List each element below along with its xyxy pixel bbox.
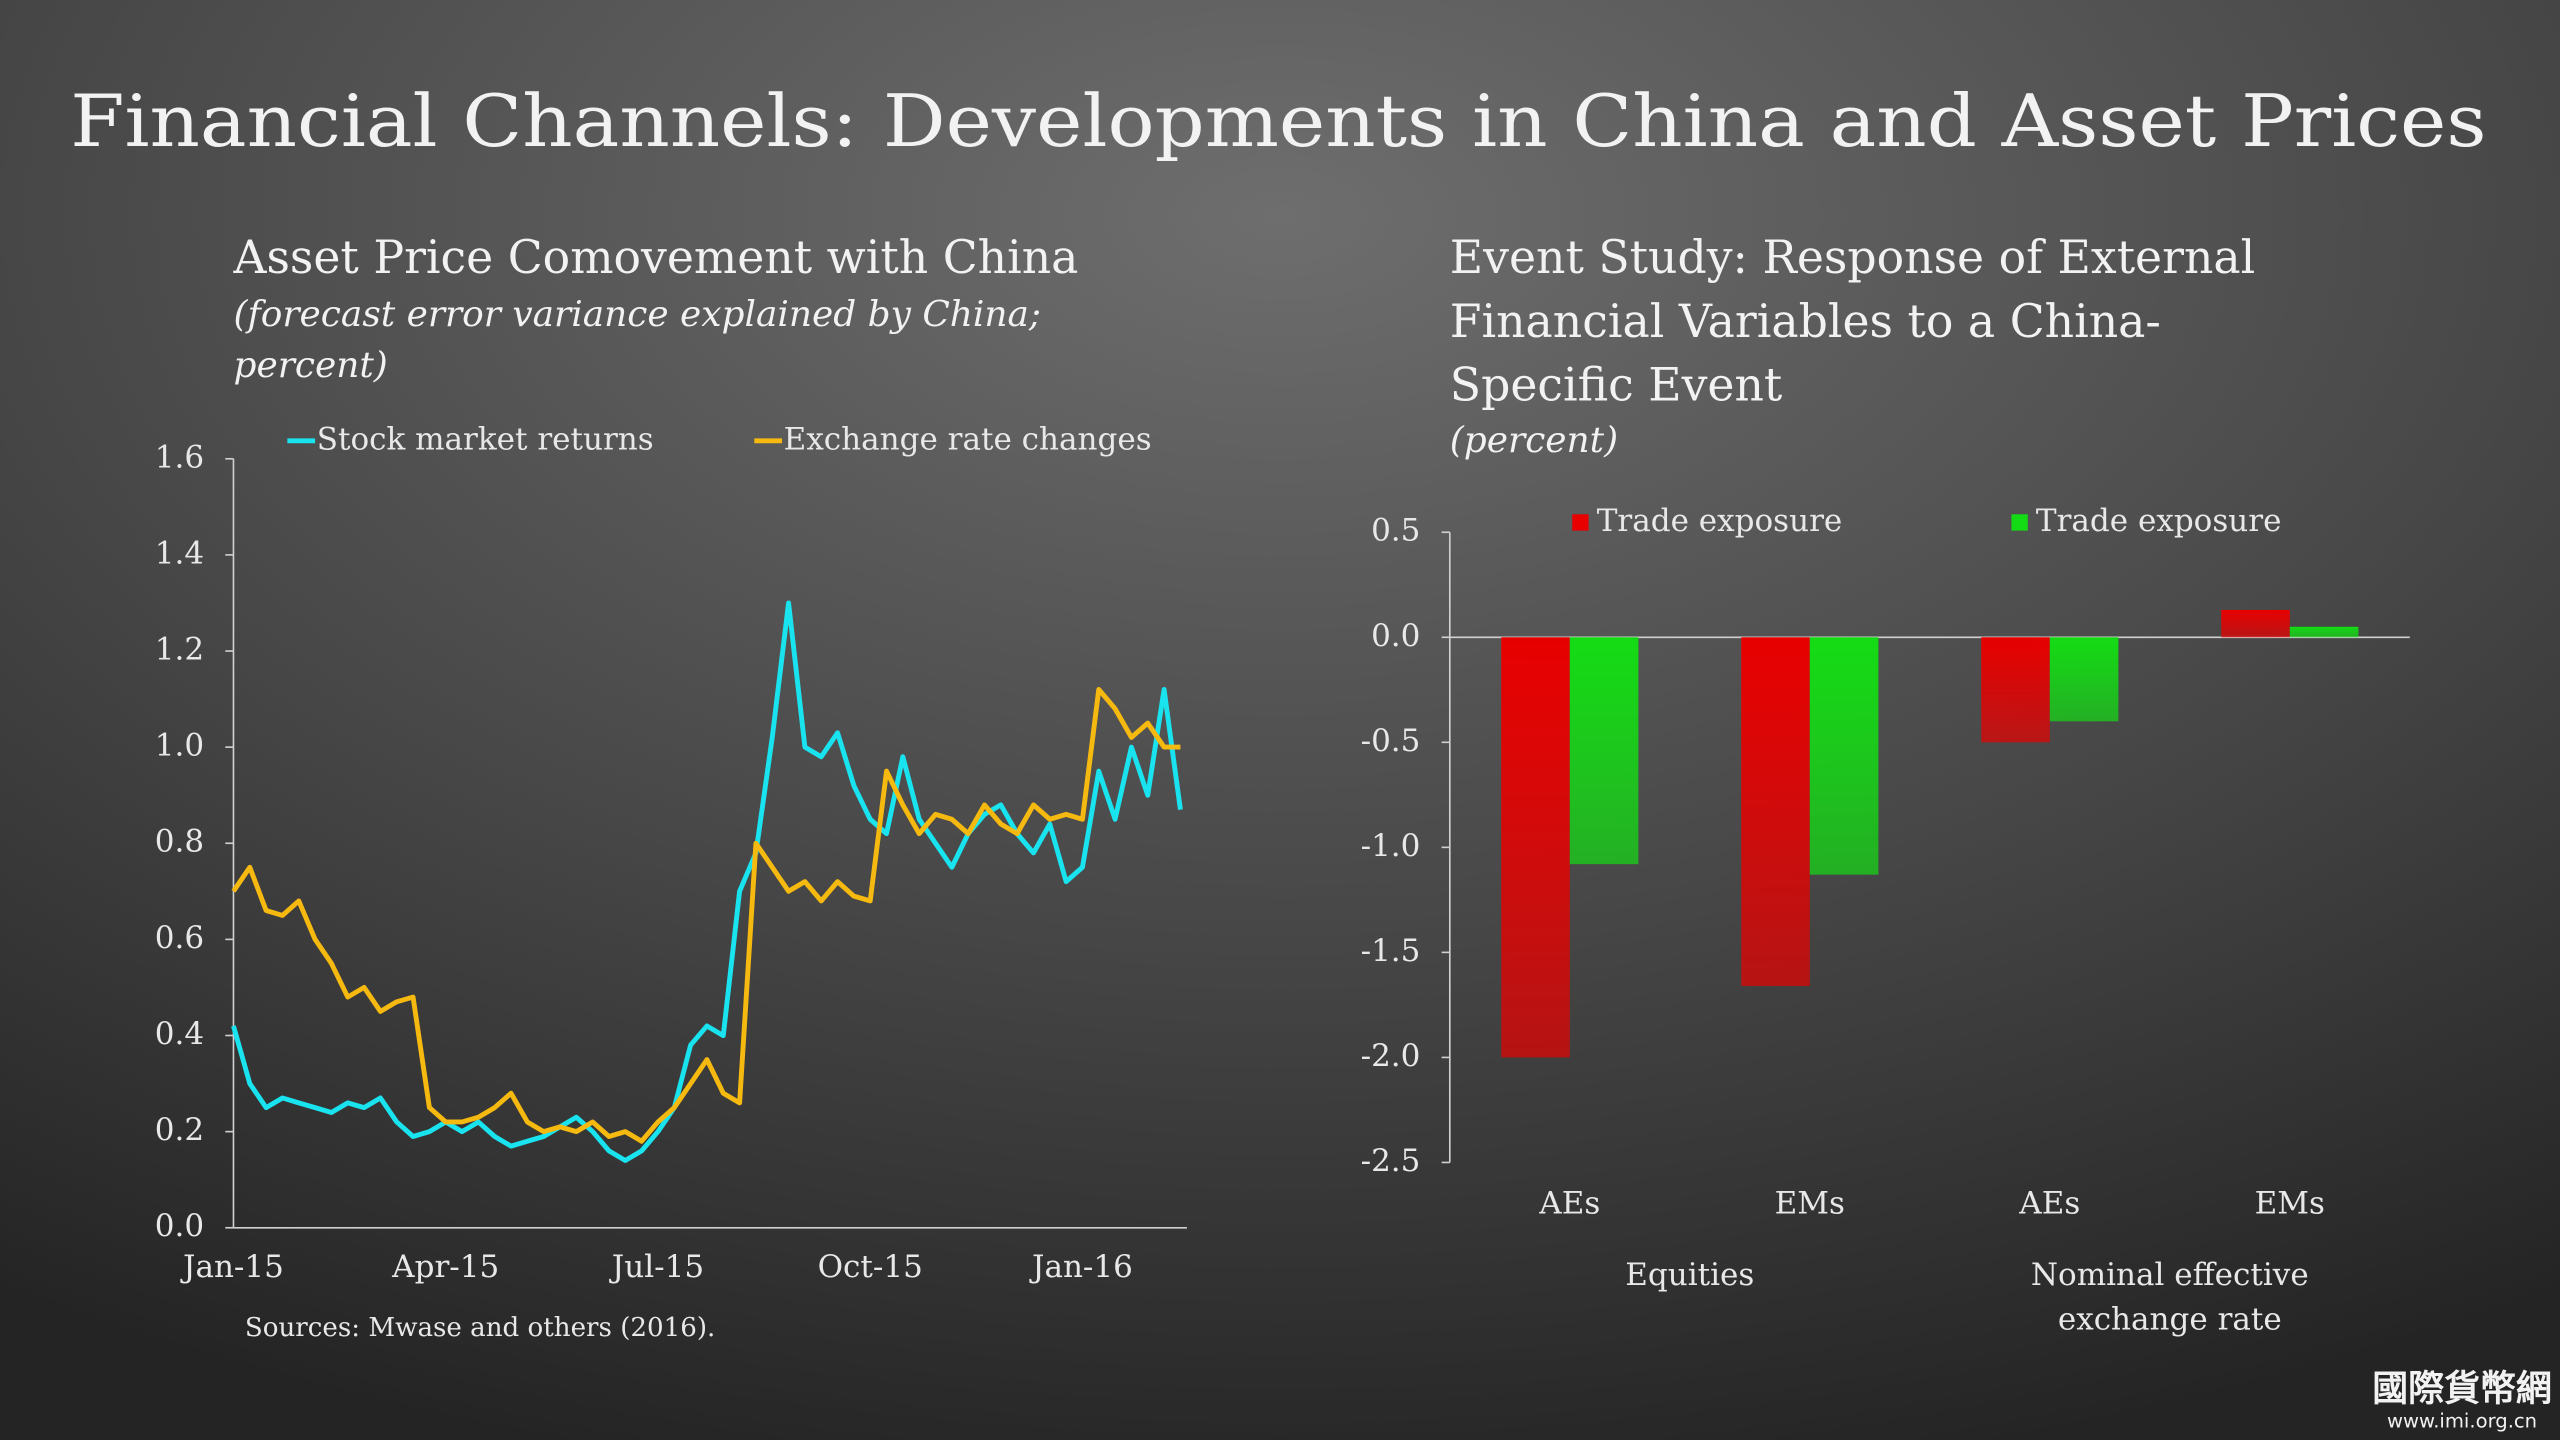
y-tick-label: -1.0 bbox=[1361, 828, 1421, 864]
group-label: Equities bbox=[1625, 1257, 1754, 1293]
bar bbox=[2289, 626, 2359, 638]
y-tick-label: 0.5 bbox=[1371, 513, 1420, 549]
legend-swatch bbox=[2011, 514, 2028, 531]
y-tick-label: -2.5 bbox=[1361, 1143, 1421, 1179]
watermark-logo: 國際貨幣網 bbox=[2372, 1368, 2552, 1410]
chart-subtitle: (forecast error variance explained by Ch… bbox=[233, 294, 1041, 335]
y-tick-label: 0.4 bbox=[155, 1016, 204, 1052]
legend-swatch bbox=[1572, 514, 1589, 531]
bar bbox=[1501, 637, 1570, 1058]
y-tick-label: -1.5 bbox=[1361, 933, 1421, 969]
x-tick-label: Oct-15 bbox=[818, 1249, 923, 1285]
x-tick-label: Jan-16 bbox=[1029, 1249, 1133, 1285]
chart-subtitle: (percent) bbox=[1450, 420, 1618, 461]
chart-title: Event Study: Response of External bbox=[1450, 231, 2255, 284]
y-tick-label: 1.0 bbox=[155, 728, 204, 764]
y-tick-label: 0.0 bbox=[155, 1208, 204, 1244]
y-tick-label: 1.6 bbox=[155, 439, 204, 475]
x-tick-label: AEs bbox=[2018, 1185, 2080, 1221]
slide-title: Financial Channels: Developments in Chin… bbox=[70, 79, 2486, 163]
x-tick-label: Jul-15 bbox=[609, 1249, 704, 1285]
y-tick-label: -0.5 bbox=[1361, 723, 1421, 759]
group-label: Nominal effective bbox=[2031, 1257, 2309, 1293]
x-tick-label: Jan-15 bbox=[180, 1249, 284, 1285]
y-tick-label: -2.0 bbox=[1361, 1038, 1421, 1074]
line-series bbox=[231, 687, 1181, 1144]
line-series bbox=[231, 600, 1183, 1163]
y-tick-label: 0.8 bbox=[155, 824, 204, 860]
x-tick-label: EMs bbox=[1775, 1185, 1845, 1221]
bar bbox=[1569, 637, 1639, 865]
x-tick-label: Apr-15 bbox=[391, 1249, 499, 1285]
y-tick-label: 0.6 bbox=[155, 920, 204, 956]
chart-title: Specific Event bbox=[1450, 359, 1783, 412]
chart-title: Financial Variables to a China- bbox=[1450, 295, 2161, 348]
group-label: exchange rate bbox=[2058, 1301, 2282, 1337]
y-tick-label: 0.2 bbox=[155, 1112, 204, 1148]
x-tick-label: EMs bbox=[2255, 1185, 2325, 1221]
legend-label: Stock market returns bbox=[317, 421, 654, 457]
source-note: Sources: Mwase and others (2016). bbox=[245, 1313, 715, 1343]
legend-label: Trade exposure bbox=[1597, 503, 1843, 539]
x-tick-label: AEs bbox=[1538, 1185, 1600, 1221]
bar bbox=[1809, 637, 1879, 875]
bar bbox=[2049, 637, 2119, 722]
bar bbox=[1741, 637, 1810, 986]
y-tick-label: 1.4 bbox=[155, 535, 204, 571]
chart-title: Asset Price Comovement with China bbox=[232, 231, 1078, 284]
watermark-url: www.imi.org.cn bbox=[2387, 1410, 2537, 1433]
bar bbox=[1981, 637, 2050, 743]
y-tick-label: 1.2 bbox=[155, 632, 204, 668]
chart-subtitle: percent) bbox=[233, 345, 387, 386]
legend-label: Trade exposure bbox=[2036, 503, 2282, 539]
bar bbox=[2221, 609, 2290, 638]
legend-label: Exchange rate changes bbox=[784, 421, 1152, 457]
y-tick-label: 0.0 bbox=[1371, 618, 1420, 654]
